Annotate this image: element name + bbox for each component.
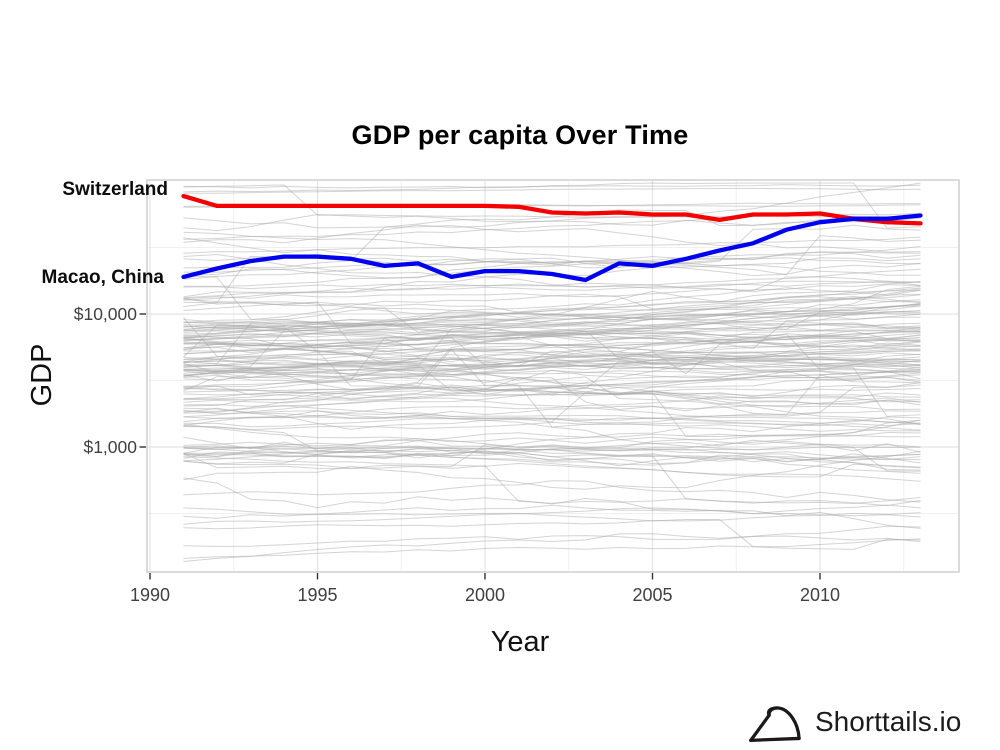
x-tick-label-1995: 1995 — [297, 585, 338, 605]
y-tick-label-1000: $1,000 — [83, 437, 137, 457]
brand-link[interactable]: Shorttails.io — [744, 698, 961, 746]
series-label-switzerland: Switzerland — [62, 179, 168, 200]
x-tick-label-2010: 2010 — [799, 585, 841, 605]
brand-text: Shorttails.io — [815, 706, 962, 737]
chart-title: GDP per capita Over Time — [351, 120, 689, 150]
y-tick-label-10000: $10,000 — [73, 304, 137, 324]
series-label-macao: Macao, China — [41, 267, 164, 288]
x-tick-label-2005: 2005 — [632, 585, 673, 605]
shorttails-logo-icon — [749, 706, 801, 743]
y-axis-title: GDP — [26, 343, 58, 407]
x-axis-title: Year — [490, 626, 550, 658]
x-tick-label-1990: 1990 — [129, 585, 171, 605]
x-tick-label-2000: 2000 — [464, 585, 506, 605]
